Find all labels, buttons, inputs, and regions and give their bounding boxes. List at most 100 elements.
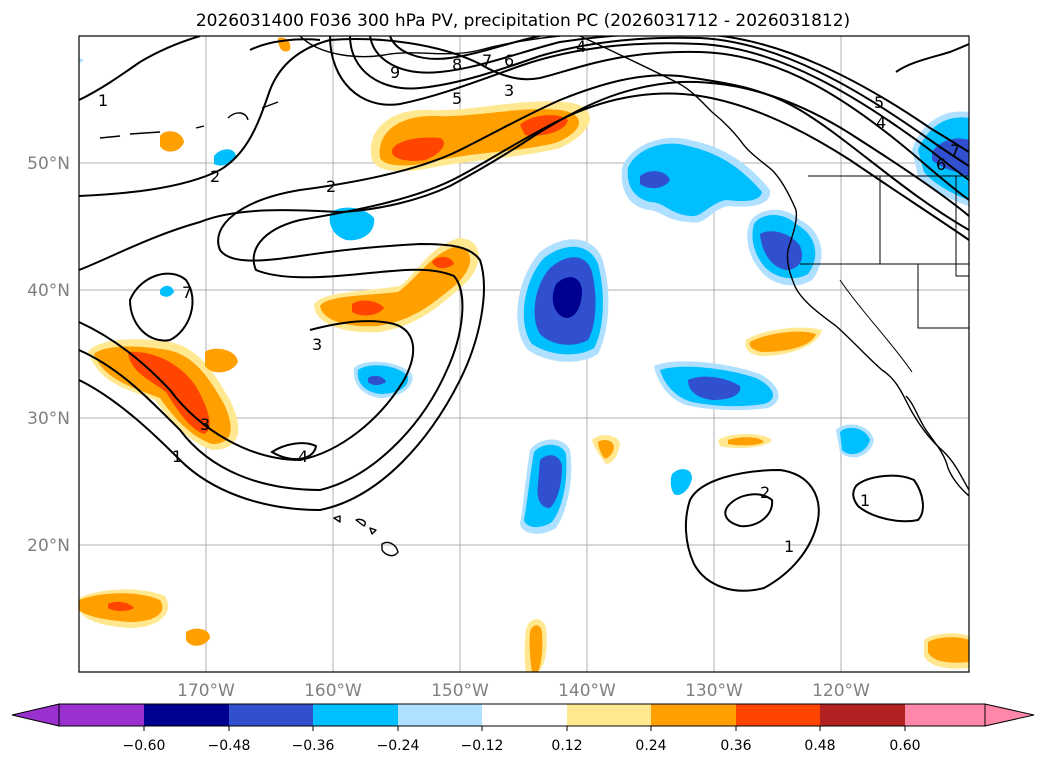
colorbar-extend-high bbox=[984, 703, 1035, 727]
pv-contour-label: 5 bbox=[874, 93, 884, 112]
pv-contour-11 bbox=[270, 442, 318, 461]
pv-contour-7 bbox=[349, 36, 969, 167]
lat-label: 40°N bbox=[27, 281, 70, 301]
lat-label: 50°N bbox=[27, 154, 70, 174]
colorbar-tick-label: −0.12 bbox=[461, 738, 504, 754]
aleutian-islands bbox=[99, 101, 279, 139]
pv-contour-label: 8 bbox=[452, 55, 462, 74]
pv-contour-label: 7 bbox=[182, 283, 192, 302]
precip-negative-region bbox=[329, 207, 375, 241]
colorbar-segment bbox=[59, 704, 144, 726]
hawaii-island bbox=[381, 541, 399, 557]
pv-contour-label: 7 bbox=[950, 141, 960, 160]
precip-positive-region bbox=[432, 256, 454, 269]
precip-positive-region bbox=[520, 115, 568, 136]
colorbar-tick-label: 0.24 bbox=[635, 738, 666, 754]
precip-negative-region bbox=[368, 375, 386, 385]
lon-label: 120°W bbox=[812, 681, 870, 701]
pv-contour-label: 4 bbox=[876, 113, 886, 132]
pv-contour-15 bbox=[895, 43, 969, 73]
pv-contour-label: 1 bbox=[784, 537, 794, 556]
lat-label: 30°N bbox=[27, 409, 70, 429]
pv-contour-9 bbox=[389, 36, 541, 60]
colorbar-segment bbox=[651, 704, 736, 726]
pv-contour-label: 9 bbox=[390, 63, 400, 82]
pv-contour-label: 2 bbox=[760, 483, 770, 502]
colorbar-frame bbox=[58, 703, 986, 727]
pv-contour-12 bbox=[724, 493, 774, 528]
precip-positive-region bbox=[352, 300, 384, 316]
baja-coast bbox=[905, 395, 969, 497]
colorbar-tick-label: 0.12 bbox=[551, 738, 582, 754]
pv-contour-16 bbox=[79, 36, 201, 101]
pv-contour-1 bbox=[79, 74, 969, 512]
precip-negative-region bbox=[160, 285, 174, 297]
pv-contour-label: 2 bbox=[210, 167, 220, 186]
lon-label: 130°W bbox=[685, 681, 743, 701]
colorbar-segment bbox=[482, 704, 567, 726]
pv-contour-label: 3 bbox=[200, 415, 210, 434]
pv-contour-6 bbox=[249, 36, 969, 181]
colorbar-tick-label: −0.60 bbox=[123, 738, 166, 754]
pv-contour-labels: 1 2 9 8 7 6 5 4 3 2 1 3 4 3 7 5 4 7 6 2 … bbox=[98, 37, 960, 556]
precip-negative-region bbox=[640, 171, 670, 189]
pv-contour-13 bbox=[684, 468, 820, 592]
pv-contour-14 bbox=[852, 474, 924, 523]
pv-contour-label: 1 bbox=[860, 491, 870, 510]
precip-positive-region bbox=[160, 131, 184, 152]
colorbar-tick-label: 0.36 bbox=[720, 738, 751, 754]
lon-label: 160°W bbox=[304, 681, 362, 701]
lat-labels: 50°N 40°N 30°N 20°N bbox=[27, 154, 70, 556]
precip-negative-region bbox=[760, 231, 803, 270]
precip-positive-region bbox=[598, 440, 614, 459]
lon-label: 150°W bbox=[431, 681, 489, 701]
colorbar-segment bbox=[905, 704, 985, 726]
lat-label: 20°N bbox=[27, 536, 70, 556]
precip-negative-region bbox=[627, 143, 762, 217]
precip-positive-region bbox=[205, 348, 238, 373]
pv-contour-label: 4 bbox=[576, 37, 586, 56]
colorbar: −0.60 −0.48 −0.36 −0.24 −0.12 0.12 0.24 … bbox=[11, 703, 1035, 754]
hawaii-island bbox=[369, 527, 377, 535]
precip-negative-region bbox=[840, 427, 870, 455]
colorbar-extend-low bbox=[11, 703, 60, 727]
pv-contours bbox=[79, 36, 969, 592]
pv-contour-label: 1 bbox=[98, 91, 108, 110]
hawaii-island bbox=[333, 515, 341, 523]
precip-negative-region bbox=[79, 58, 84, 64]
lon-label: 170°W bbox=[177, 681, 235, 701]
precip-positive-region bbox=[728, 437, 764, 446]
colorbar-tick-label: 0.60 bbox=[889, 738, 920, 754]
colorbar-tick-label: 0.48 bbox=[804, 738, 835, 754]
pv-contour-label: 2 bbox=[326, 177, 336, 196]
pv-contour-label: 4 bbox=[298, 447, 308, 466]
lon-label: 140°W bbox=[558, 681, 616, 701]
pv-contour-label: 1 bbox=[172, 447, 182, 466]
state-border bbox=[917, 264, 969, 329]
colorbar-segment bbox=[820, 704, 905, 726]
pv-contour-label: 6 bbox=[504, 51, 514, 70]
precip-positive-region bbox=[186, 628, 210, 646]
pv-contour-label: 7 bbox=[482, 51, 492, 70]
pv-contour-10 bbox=[128, 272, 194, 342]
colorbar-segment bbox=[313, 704, 398, 726]
precip-positive-region bbox=[928, 637, 969, 663]
map-area: 1 2 9 8 7 6 5 4 3 2 1 3 4 3 7 5 4 7 6 2 … bbox=[79, 36, 969, 672]
precip-negative-region bbox=[537, 455, 562, 508]
pv-contour-label: 6 bbox=[936, 155, 946, 174]
precip-negative-region bbox=[688, 376, 741, 400]
lon-labels: 170°W 160°W 150°W 140°W 130°W 120°W bbox=[177, 681, 870, 701]
colorbar-segment bbox=[229, 704, 313, 726]
state-border bbox=[955, 176, 969, 277]
colorbar-tick-label: −0.48 bbox=[208, 738, 251, 754]
colorbar-segment bbox=[567, 704, 651, 726]
hawaii-island bbox=[355, 518, 366, 527]
north-america-coast bbox=[579, 36, 969, 491]
precip-negative-region bbox=[552, 277, 582, 318]
map-frame bbox=[78, 35, 970, 673]
precip-positive-region bbox=[391, 137, 445, 161]
colorbar-segment bbox=[144, 704, 229, 726]
precip-positive-region bbox=[749, 331, 816, 352]
precip-positive-region bbox=[108, 601, 134, 611]
